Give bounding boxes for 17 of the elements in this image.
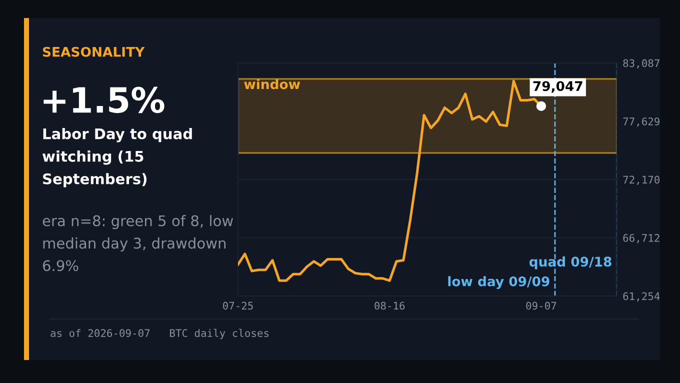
y-tick-label: 66,712: [623, 234, 660, 244]
text: era n=8: green 5 of 8, low median day 3, drawdown 6.9%: [42, 215, 234, 272]
y-tick-label: 61,254: [623, 292, 660, 302]
text: SEASONALITY: [42, 46, 145, 57]
annotation: 79,047: [533, 81, 582, 93]
x-tick-label: 09-07: [526, 302, 556, 310]
text: +1.5%: [44, 86, 164, 114]
x-tick-label: 07-25: [223, 302, 253, 310]
band-label: window: [244, 78, 300, 90]
ref-line-label: quad 09/18: [529, 256, 612, 270]
y-tick-label: 72,170: [623, 176, 660, 185]
ref-line-label: low day 09/09: [448, 276, 550, 290]
y-tick-label: 83,087: [623, 59, 660, 68]
text: as of 2026-09-07 BTC daily closes: [50, 328, 268, 340]
text: Labor Day to quad witching (15 Septembers): [42, 128, 192, 188]
x-tick-label: 08-16: [374, 302, 405, 310]
y-tick-label: 77,629: [623, 118, 660, 127]
